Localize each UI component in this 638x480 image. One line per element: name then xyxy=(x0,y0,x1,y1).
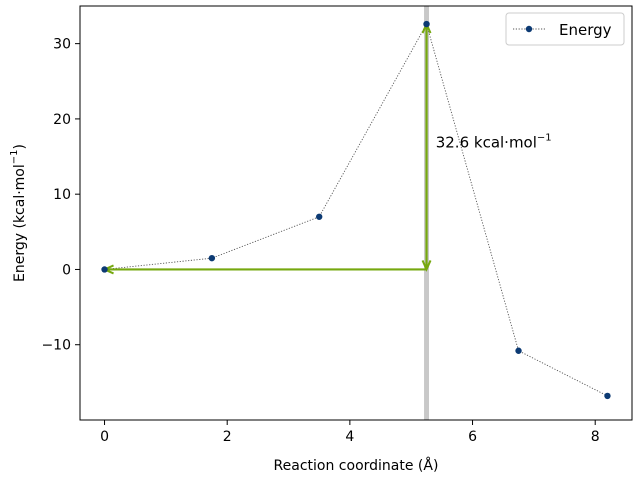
energy-point xyxy=(423,20,430,28)
legend: Energy xyxy=(505,12,625,46)
y-axis-label: Energy (kcal·mol−1) xyxy=(9,144,28,282)
legend-box xyxy=(505,12,625,46)
x-tick-label: 6 xyxy=(468,429,477,445)
energy-series-line xyxy=(104,22,608,397)
plot-area xyxy=(80,6,632,420)
y-tick-label: −10 xyxy=(41,338,71,354)
plot-frame xyxy=(79,5,633,421)
y-tick-label: 0 xyxy=(62,262,71,278)
x-tick-label: 8 xyxy=(591,429,600,445)
energy-point xyxy=(604,392,611,400)
x-tick-label: 4 xyxy=(345,429,354,445)
x-ticks: 0 2 4 6 8 xyxy=(100,420,600,445)
y-tick-label: 30 xyxy=(53,37,71,53)
y-tick-label: 10 xyxy=(53,187,71,203)
x-tick-label: 2 xyxy=(223,429,232,445)
energy-points xyxy=(101,20,611,400)
energy-point xyxy=(316,213,323,220)
legend-marker-swatch xyxy=(525,25,533,33)
legend-entry-energy: Energy xyxy=(559,21,612,39)
vertical-arrow-head-bottom xyxy=(421,260,432,272)
y-ticks: −10 0 10 20 30 xyxy=(41,37,80,354)
energy-barrier-arrows xyxy=(102,21,432,275)
energy-point xyxy=(208,254,216,262)
y-tick-label: 20 xyxy=(53,112,71,128)
x-tick-label: 0 xyxy=(100,429,109,445)
x-axis-label: Reaction coordinate (Å) xyxy=(274,457,439,474)
energy-point xyxy=(101,266,108,273)
energy-point xyxy=(515,347,522,354)
barrier-annotation: 32.6 kcal·mol−1 xyxy=(436,133,552,152)
